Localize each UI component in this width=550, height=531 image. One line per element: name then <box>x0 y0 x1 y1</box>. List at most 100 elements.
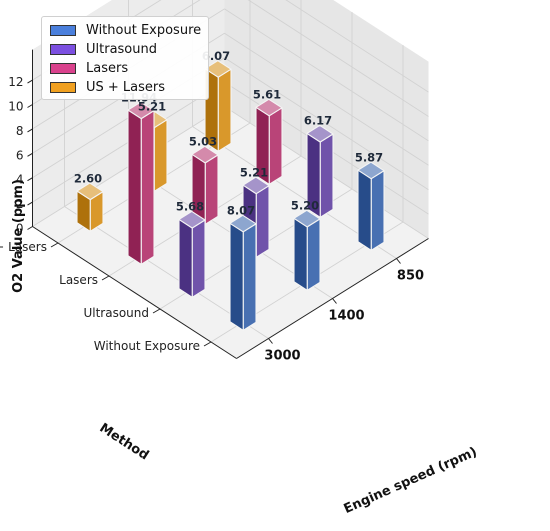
bar <box>76 182 104 232</box>
bar-value-label: 6.17 <box>304 114 332 128</box>
legend-label: Lasers <box>86 61 129 76</box>
bar-top-face <box>127 101 155 120</box>
method-tick-label: US + Lasers <box>0 240 47 254</box>
z-tick <box>27 79 33 84</box>
x-axis-title: Method <box>97 421 152 464</box>
legend-swatch <box>50 25 76 36</box>
speed-tick-label: 3000 <box>264 349 300 364</box>
bar-top-face <box>76 182 104 201</box>
bar-value-label: 5.21 <box>240 165 268 179</box>
bar-front-face <box>191 219 206 298</box>
bar-value-label: 5.87 <box>355 150 383 164</box>
method-tick <box>152 308 161 314</box>
z-tick-label: 4 <box>16 173 24 187</box>
z-tick-label: 10 <box>8 100 23 114</box>
bar <box>127 101 155 265</box>
bar <box>178 210 206 298</box>
bar-side-face <box>357 169 372 251</box>
bar-value-label: 5.21 <box>138 99 166 113</box>
bar-top-face <box>293 209 321 228</box>
bar-top-face <box>255 98 283 117</box>
legend-label: US + Lasers <box>86 80 166 95</box>
z-tick-label: 12 <box>8 75 23 89</box>
speed-tick <box>332 298 337 304</box>
speed-tick <box>396 258 401 264</box>
bar-front-face <box>153 119 168 192</box>
bar-side-face <box>127 109 142 265</box>
bar-front-face <box>319 133 334 218</box>
y-axis-title: Engine speed (rpm) <box>342 445 480 517</box>
bar <box>293 209 321 291</box>
bar-top-face <box>229 214 257 233</box>
chart-bars <box>76 60 385 331</box>
legend-item: Ultrasound <box>50 40 208 59</box>
z-tick <box>27 152 33 157</box>
bar-value-label: 5.68 <box>176 200 204 214</box>
method-tick <box>203 341 212 347</box>
legend-label: Without Exposure <box>86 23 202 38</box>
bar <box>191 145 219 225</box>
method-axis-line <box>32 226 237 359</box>
bar <box>204 60 232 152</box>
legend-swatch <box>50 82 76 93</box>
legend-item: Without Exposure <box>50 21 208 40</box>
z-tick-label: 0 <box>16 222 24 236</box>
method-tick-label: Lasers <box>59 273 98 287</box>
bar-value-label: 5.03 <box>189 135 217 149</box>
bar <box>357 161 385 251</box>
legend-swatch <box>50 44 76 55</box>
z-tick <box>27 104 33 108</box>
z-axis-title: O2 Value (ppm) <box>11 179 26 293</box>
bar-side-face <box>178 218 193 298</box>
bar-side-face <box>229 222 244 331</box>
bar-top-face <box>242 176 270 195</box>
method-tick-label: Without Exposure <box>94 339 200 353</box>
bar-front-face <box>370 170 385 251</box>
z-gridline <box>224 57 429 191</box>
z-gridline <box>224 8 429 142</box>
method-tick-label: Ultrasound <box>83 306 149 320</box>
method-tick <box>50 242 59 248</box>
legend-swatch <box>50 63 76 74</box>
speed-tick-label: 1400 <box>328 309 364 324</box>
speed-tick-label: 850 <box>397 269 424 284</box>
bar-top-face <box>178 210 206 229</box>
z-gridline <box>224 32 429 166</box>
bar-front-face <box>140 110 155 265</box>
bar <box>255 98 283 185</box>
z-tick <box>27 201 33 206</box>
z-tick-label: 8 <box>16 124 24 138</box>
method-tick <box>101 275 110 281</box>
bar-top-face <box>191 145 219 164</box>
bar-front-face <box>255 185 270 258</box>
bar-front-face <box>242 223 257 331</box>
legend-label: Ultrasound <box>86 42 157 57</box>
z-tick <box>27 177 33 182</box>
bar-front-face <box>268 107 283 185</box>
bar-top-face <box>357 161 385 180</box>
bar <box>306 124 334 218</box>
bar-top-face <box>306 124 334 143</box>
bar-front-face <box>217 68 232 152</box>
bar-value-label: 5.61 <box>253 88 281 102</box>
bar-value-label: 5.20 <box>291 199 319 213</box>
bar-value-label: 2.60 <box>74 171 102 185</box>
z-gridline <box>285 0 429 93</box>
bar-top-face <box>204 60 232 78</box>
legend-item: US + Lasers <box>50 78 208 97</box>
z-gridline <box>247 0 429 117</box>
legend: Without Exposure Ultrasound Lasers US + … <box>41 16 209 100</box>
legend-item: Lasers <box>50 59 208 78</box>
z-tick-label: 6 <box>16 148 24 162</box>
bar <box>229 214 257 331</box>
bar-side-face <box>293 217 308 291</box>
bar-front-face <box>204 154 219 225</box>
z-tick <box>27 128 33 133</box>
bar-front-face <box>306 218 321 291</box>
chart-axes: 0 2 4 6 8 10 12 Without Exposure Ultrasound Laser… <box>0 49 429 364</box>
bar-value-label: 8.07 <box>227 204 255 218</box>
speed-tick <box>268 338 273 344</box>
z-tick-label: 2 <box>16 197 24 211</box>
z-tick <box>27 226 33 230</box>
